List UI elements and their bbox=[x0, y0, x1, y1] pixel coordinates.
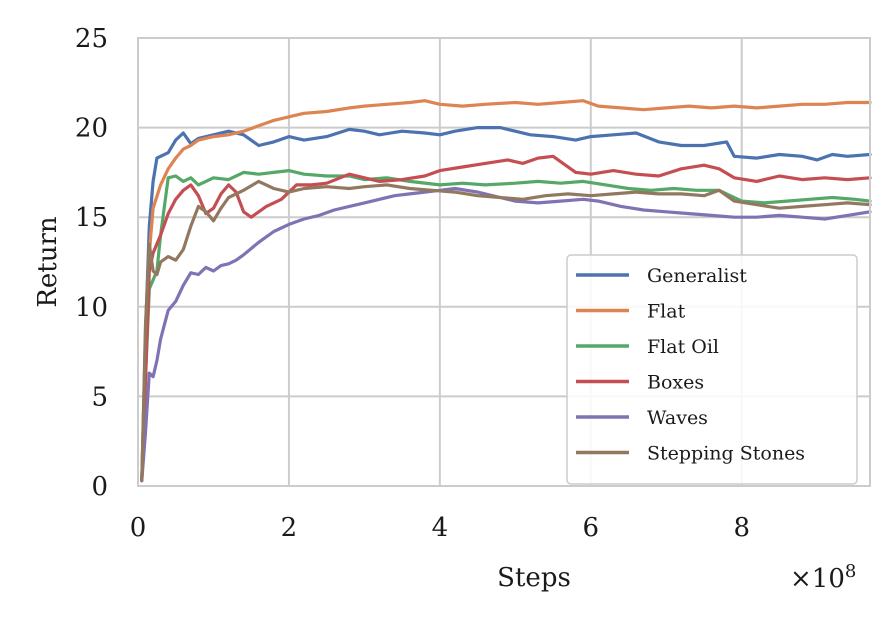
x-tick-label: 0 bbox=[130, 513, 147, 543]
series-line-boxes bbox=[140, 154, 872, 483]
y-tick-label: 20 bbox=[75, 114, 108, 144]
x-multiplier-exponent: 8 bbox=[845, 561, 856, 582]
series-line-flat bbox=[140, 99, 872, 483]
x-tick-label: 2 bbox=[281, 513, 298, 543]
x-tick-label: 6 bbox=[583, 513, 600, 543]
y-tick-labels: 0 5 10 15 20 25 bbox=[75, 24, 108, 502]
legend-label-boxes: Boxes bbox=[647, 372, 704, 394]
y-tick-label: 5 bbox=[91, 382, 108, 412]
legend-items: Generalist Flat Flat Oil Boxes Waves Stepping… bbox=[576, 265, 805, 465]
series-line-waves bbox=[140, 186, 872, 483]
y-axis-title: Return bbox=[33, 216, 63, 308]
legend-box bbox=[566, 254, 858, 485]
plot-frame bbox=[137, 37, 871, 487]
legend-label-stepping-stones: Stepping Stones bbox=[647, 443, 805, 465]
y-tick-label: 10 bbox=[75, 293, 108, 323]
legend-label-waves: Waves bbox=[647, 407, 708, 429]
x-axis-title: Steps bbox=[497, 563, 571, 593]
y-tick-label: 0 bbox=[91, 472, 108, 502]
series-line-generalist bbox=[140, 126, 872, 483]
legend: Generalist Flat Flat Oil Boxes Waves Stepping… bbox=[566, 254, 858, 485]
x-tick-label: 4 bbox=[432, 513, 449, 543]
x-axis-multiplier: ×108 bbox=[790, 561, 856, 594]
legend-label-generalist: Generalist bbox=[647, 265, 747, 287]
series-lines bbox=[140, 99, 872, 483]
x-tick-labels: 0 2 4 6 8 bbox=[130, 513, 750, 543]
y-tick-label: 15 bbox=[75, 203, 108, 233]
legend-label-flat-oil: Flat Oil bbox=[647, 336, 719, 358]
series-line-stepping-stones bbox=[140, 179, 872, 483]
x-multiplier-base: ×10 bbox=[790, 564, 845, 594]
x-tick-label: 8 bbox=[733, 513, 750, 543]
legend-label-flat: Flat bbox=[647, 301, 686, 323]
y-tick-label: 25 bbox=[75, 24, 108, 54]
